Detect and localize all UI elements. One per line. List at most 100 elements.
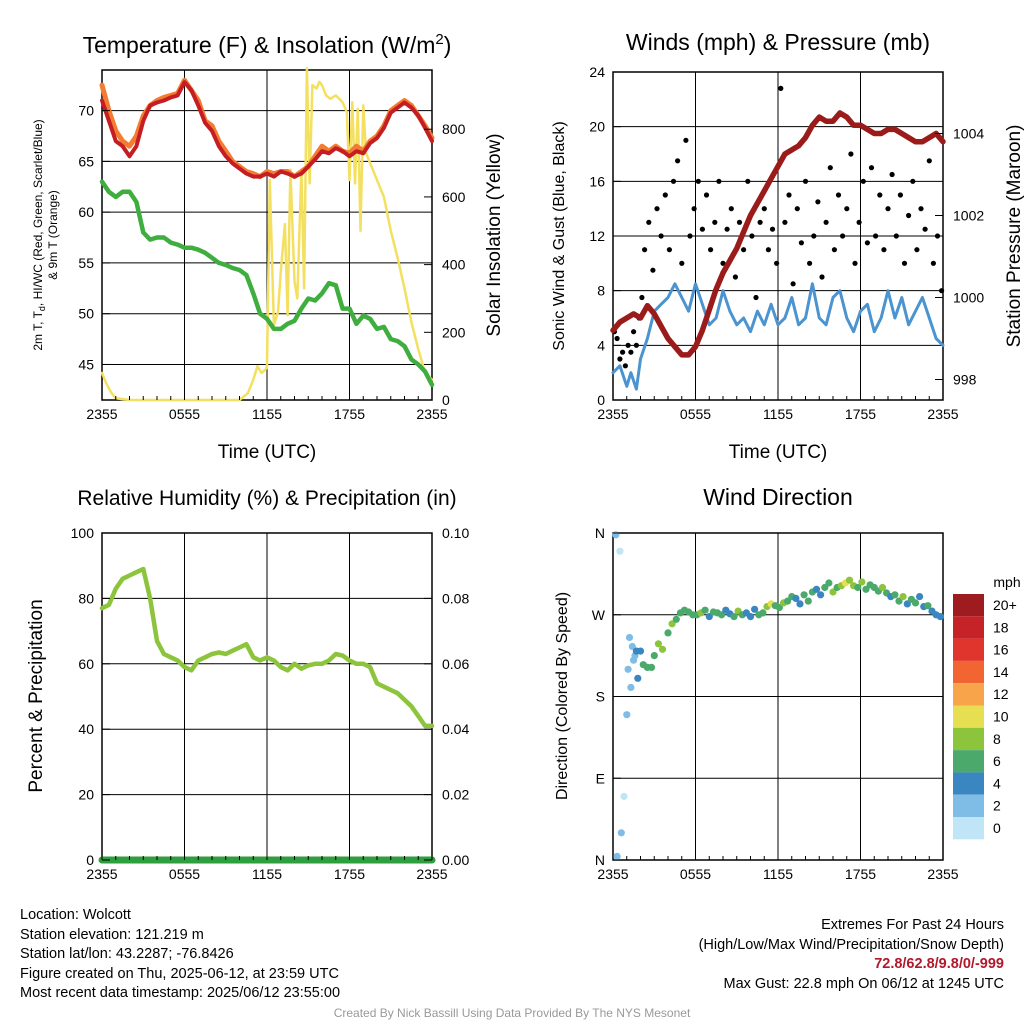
gust-point xyxy=(786,192,792,198)
extremes-box: Extremes For Past 24 Hours (High/Low/Max… xyxy=(699,916,1004,994)
direction-panel: Wind Direction 2355 0555 1155 1755 2355NESWN… xyxy=(554,484,1021,882)
gust-point xyxy=(614,335,620,342)
temp-xtick-label: 0555 xyxy=(169,406,200,422)
gust-point xyxy=(691,206,697,212)
gust-point xyxy=(679,260,685,266)
winds-ylabel-left: Sonic Wind & Gust (Blue, Black) xyxy=(551,121,568,350)
temperature-panel: Temperature (F) & Insolation (W/m2) 2355… xyxy=(31,31,505,463)
dir-ytick-label-left: N xyxy=(595,525,605,541)
direction-point xyxy=(668,620,676,628)
humidity-ylabel-left: Percent & Precipitation xyxy=(26,599,47,792)
gust-point xyxy=(765,247,772,253)
gust-point xyxy=(815,199,821,205)
gust-point xyxy=(840,233,846,239)
direction-point xyxy=(654,640,663,648)
station-location: Location: Wolcott xyxy=(20,907,131,923)
direction-point xyxy=(718,611,726,619)
gust-point xyxy=(774,260,780,266)
station-info: Location: Wolcott Station elevation: 121… xyxy=(20,906,340,1004)
temp-series-solar xyxy=(100,67,434,402)
gust-point xyxy=(639,294,645,301)
temp-ytick-label-left: 65 xyxy=(78,153,94,169)
gust-point xyxy=(873,233,879,239)
gust-point xyxy=(745,178,751,184)
legend-swatch xyxy=(953,594,984,617)
winds-ytick-label-left: 12 xyxy=(589,228,605,244)
winds-xtick-label: 1155 xyxy=(763,406,793,422)
direction-point xyxy=(664,629,672,637)
direction-point xyxy=(804,597,812,605)
rh-ytick-label-left: 20 xyxy=(78,787,94,803)
direction-point xyxy=(858,578,866,586)
legend-label: 2 xyxy=(993,798,1001,814)
legend-swatch xyxy=(953,772,984,795)
gust-point xyxy=(906,212,912,219)
temp-ytick-label-left: 55 xyxy=(78,255,94,271)
direction-point xyxy=(620,792,628,801)
rh-ytick-label-left: 80 xyxy=(78,590,94,606)
rh-xtick-label: 1755 xyxy=(334,866,365,882)
gust-point xyxy=(934,233,941,239)
gust-point xyxy=(827,165,833,171)
gust-point xyxy=(622,363,629,369)
gust-point xyxy=(716,178,722,184)
direction-legend-title: mph xyxy=(993,574,1020,590)
winds-ytick-label-left: 8 xyxy=(597,283,605,299)
legend-label: 8 xyxy=(993,731,1001,747)
winds-title: Winds (mph) & Pressure (mb) xyxy=(626,29,930,55)
legend-swatch xyxy=(953,727,984,751)
legend-swatch xyxy=(953,660,984,684)
gust-point xyxy=(877,192,883,198)
gust-point xyxy=(628,349,634,355)
rh-ytick-label-left: 60 xyxy=(78,656,94,672)
gust-point xyxy=(926,158,932,164)
gust-point xyxy=(650,267,656,273)
gust-point xyxy=(819,274,825,280)
rh-ytick-label-right: 0.04 xyxy=(442,721,469,737)
gust-point xyxy=(617,356,623,362)
direction-point xyxy=(647,663,656,672)
gust-point xyxy=(753,294,759,301)
direction-point xyxy=(812,585,821,593)
legend-swatch xyxy=(953,794,984,817)
gust-point xyxy=(654,206,660,212)
legend-label: 16 xyxy=(993,642,1009,658)
direction-point xyxy=(792,594,800,603)
gust-point xyxy=(807,260,813,266)
gust-point xyxy=(910,178,916,184)
gust-point xyxy=(922,226,928,232)
rh-ytick-label-left: 0 xyxy=(86,852,94,868)
recent-timestamp: Most recent data timestamp: 2025/06/12 2… xyxy=(20,985,341,1001)
legend-swatch xyxy=(953,638,984,661)
direction-point xyxy=(903,600,911,608)
winds-xtick-label: 2355 xyxy=(597,406,628,422)
gust-point xyxy=(703,192,710,198)
legend-label: 12 xyxy=(993,686,1009,702)
gust-point xyxy=(782,219,788,225)
winds-ytick-label-left: 0 xyxy=(597,392,605,408)
direction-point xyxy=(612,531,620,539)
gust-point xyxy=(757,219,763,225)
gust-point xyxy=(918,206,924,212)
gust-point xyxy=(844,206,850,212)
gust-point xyxy=(699,226,706,232)
gust-point xyxy=(930,260,937,266)
gust-point xyxy=(835,192,842,198)
legend-label: 4 xyxy=(993,775,1001,791)
dir-ytick-label-left: W xyxy=(592,607,606,623)
humidity-panel: Relative Humidity (%) & Precipitation (i… xyxy=(26,487,469,882)
gust-point xyxy=(749,233,755,239)
gust-point xyxy=(852,260,858,266)
direction-point xyxy=(784,597,792,605)
legend-label: 10 xyxy=(993,709,1009,725)
direction-point xyxy=(899,593,907,601)
legend-label: 6 xyxy=(993,753,1001,769)
gust-point xyxy=(675,158,681,164)
winds-ytick-label-right: 998 xyxy=(953,372,977,388)
station-latlon: Station lat/lon: 43.2287; -76.8426 xyxy=(20,946,234,962)
gust-point xyxy=(897,192,904,198)
gust-point xyxy=(769,226,776,232)
direction-point xyxy=(916,593,924,601)
winds-xtick-label: 2355 xyxy=(927,406,958,422)
gust-point xyxy=(864,240,871,246)
